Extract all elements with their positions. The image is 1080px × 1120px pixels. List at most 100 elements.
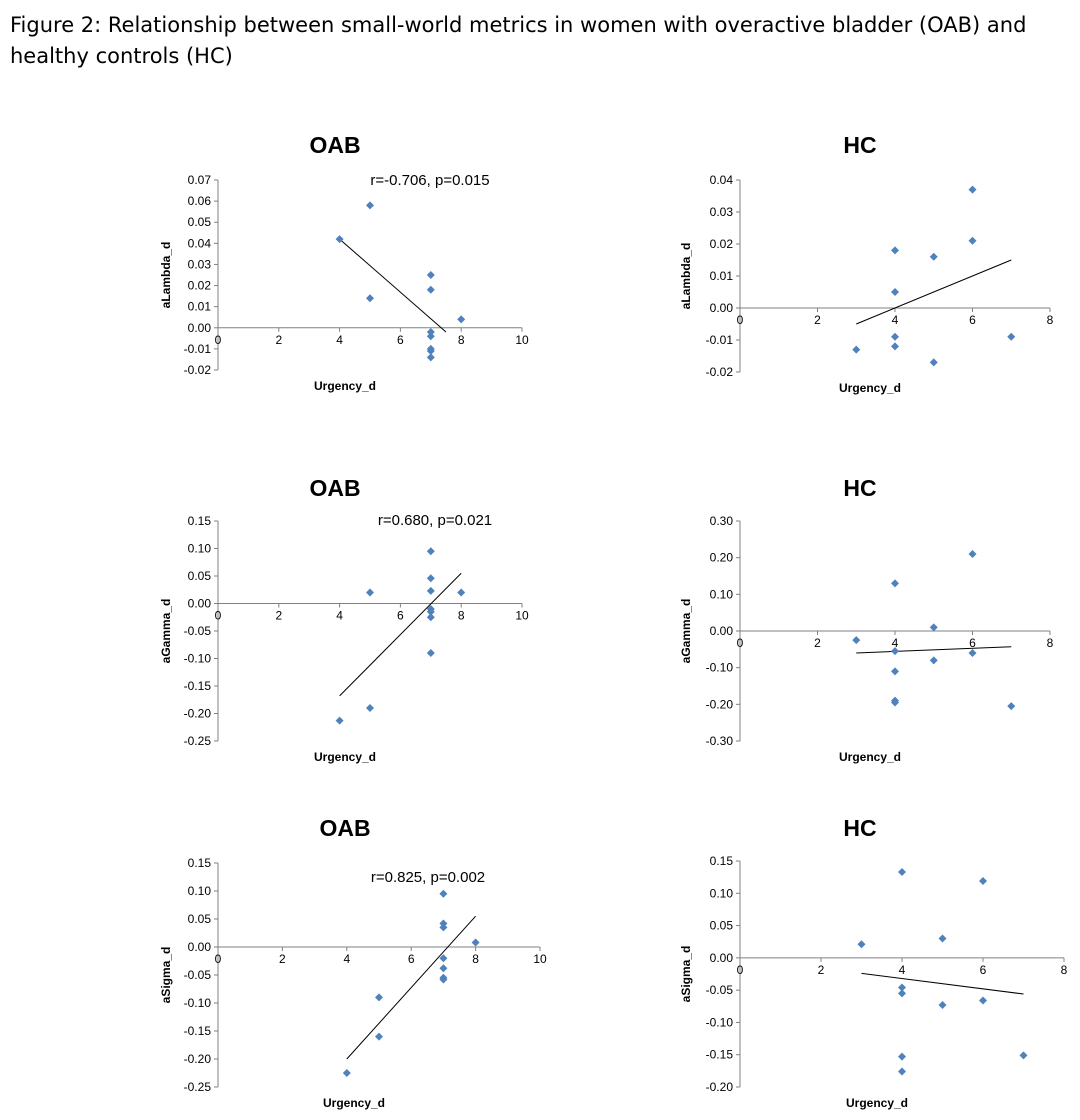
y-tick-label: 0.00 — [710, 951, 734, 965]
x-axis-label: Urgency_d — [846, 1096, 908, 1110]
data-point — [1007, 702, 1016, 711]
data-point — [1007, 332, 1016, 341]
data-point — [898, 867, 906, 876]
data-point — [335, 235, 344, 244]
y-tick-label: 0.05 — [188, 569, 212, 583]
x-tick-label: 0 — [215, 333, 222, 347]
chart-oab-agamma: OAB -0.25 -0.20 -0.15 -0.10 -0.05 0.00 0.05 0.10… — [159, 475, 529, 764]
trendline — [339, 572, 462, 697]
data-point — [439, 975, 448, 984]
data-point — [891, 288, 899, 296]
y-tick-label: 0.00 — [710, 301, 734, 315]
data-point — [898, 989, 906, 998]
y-tick-label: 0.07 — [188, 173, 212, 187]
y-tick-label: 0.02 — [710, 237, 734, 251]
y-tick-label: 0.00 — [188, 321, 212, 335]
y-tick-label: -0.20 — [184, 707, 212, 721]
x-tick-label: 0 — [215, 609, 222, 623]
y-axis-label: aSigma_d — [159, 947, 173, 1004]
data-point — [366, 201, 374, 210]
correlation-annotation: r=0.825, p=0.002 — [371, 869, 485, 886]
data-point — [375, 993, 383, 1002]
y-axis-label: aLambda_d — [679, 243, 693, 310]
y-tick-label: 0.02 — [188, 279, 212, 293]
x-tick-label: 0 — [737, 313, 744, 327]
chart-hc-asigma: HC -0.20 -0.15 -0.10 -0.05 0.00 0.05 0.10 0.15 0 2… — [679, 815, 1068, 1110]
y-tick-label: -0.15 — [184, 1024, 212, 1038]
y-tick-label: 0.03 — [710, 205, 734, 219]
chart-title: OAB — [319, 815, 370, 841]
trendline — [856, 259, 1012, 325]
data-point — [979, 996, 987, 1005]
x-tick-label: 10 — [533, 952, 547, 966]
data-point — [366, 294, 374, 303]
y-tick-label: 0.05 — [188, 215, 212, 229]
y-tick-label: 0.10 — [188, 884, 212, 898]
x-tick-label: 10 — [515, 609, 529, 623]
x-tick-label: 8 — [1047, 313, 1054, 327]
y-tick-label: -0.25 — [184, 734, 212, 748]
x-tick-label: 8 — [472, 952, 479, 966]
x-tick-label: 8 — [1061, 963, 1068, 977]
data-point — [439, 923, 448, 932]
x-tick-label: 4 — [336, 609, 343, 623]
y-tick-label: 0.10 — [710, 886, 734, 900]
chart-hc-alambda: HC -0.02 -0.01 0.00 0.01 0.02 0.03 0.04 0 2 4 6 8 Urg… — [679, 132, 1054, 395]
y-tick-label: 0.10 — [188, 542, 212, 556]
data-point — [929, 358, 938, 367]
data-point — [426, 353, 435, 362]
y-tick-label: -0.20 — [706, 697, 734, 711]
y-tick-label: -0.05 — [184, 624, 212, 638]
data-point — [1019, 1051, 1028, 1060]
data-point — [426, 649, 435, 657]
data-point — [857, 940, 866, 949]
x-axis-label: Urgency_d — [314, 379, 376, 393]
figure-caption: Figure 2: Relationship between small-wor… — [10, 13, 1027, 68]
data-point — [929, 252, 938, 261]
data-point — [426, 547, 435, 556]
y-tick-label: -0.01 — [184, 342, 212, 356]
x-tick-label: 0 — [737, 636, 744, 650]
y-tick-label: 0.20 — [710, 551, 734, 565]
data-point — [342, 1069, 351, 1077]
y-tick-label: 0.15 — [188, 514, 212, 528]
y-tick-label: 0.03 — [188, 257, 212, 271]
data-point — [891, 647, 899, 656]
y-tick-label: 0.15 — [188, 856, 212, 870]
correlation-annotation: r=-0.706, p=0.015 — [370, 172, 489, 189]
trendline — [861, 972, 1024, 995]
data-point — [891, 342, 899, 351]
x-tick-label: 6 — [397, 609, 404, 623]
y-tick-label: 0.04 — [188, 236, 212, 250]
y-tick-label: 0.05 — [710, 919, 734, 933]
y-tick-label: 0.00 — [710, 624, 734, 638]
y-axis-label: aGamma_d — [679, 599, 693, 664]
data-point — [457, 588, 466, 597]
data-point — [968, 236, 977, 245]
data-point — [426, 607, 435, 616]
x-axis-label: Urgency_d — [323, 1096, 385, 1110]
data-point — [439, 889, 448, 898]
data-point — [968, 185, 977, 194]
y-axis-label: aGamma_d — [159, 599, 173, 664]
x-tick-label: 6 — [980, 963, 987, 977]
y-tick-label: 0.15 — [710, 854, 734, 868]
chart-title: HC — [843, 132, 876, 158]
y-tick-label: 0.01 — [188, 300, 212, 314]
data-point — [426, 586, 435, 595]
data-point — [335, 716, 344, 725]
data-point — [439, 964, 448, 973]
y-axis-label: aSigma_d — [679, 946, 693, 1003]
x-tick-label: 6 — [408, 952, 415, 966]
data-point — [898, 1052, 906, 1061]
x-axis-label: Urgency_d — [839, 750, 901, 764]
trendline — [346, 915, 476, 1060]
y-tick-label: -0.20 — [706, 1080, 734, 1094]
trendline — [339, 238, 447, 333]
y-tick-label: 0.04 — [710, 173, 734, 187]
chart-title: HC — [843, 475, 876, 501]
x-tick-label: 6 — [969, 636, 976, 650]
correlation-annotation: r=0.680, p=0.021 — [378, 512, 492, 529]
y-tick-label: -0.30 — [706, 734, 734, 748]
data-point — [375, 1032, 383, 1041]
